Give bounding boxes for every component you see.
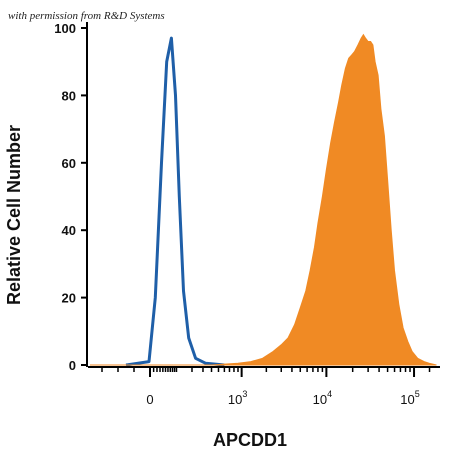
plot-area — [90, 33, 437, 367]
x-tick-label: 0 — [146, 392, 153, 407]
y-tick-label: 80 — [62, 88, 76, 103]
y-tick-label: 20 — [62, 291, 76, 306]
y-tick-label: 60 — [62, 156, 76, 171]
x-tick-label: 103 — [228, 389, 247, 407]
x-axis: 0 103 104 105 — [101, 367, 431, 407]
y-axis-title: Relative Cell Number — [4, 125, 24, 305]
x-tick-label: 104 — [313, 389, 332, 407]
y-tick-label: 40 — [62, 223, 76, 238]
series-outline-histogram — [125, 36, 225, 367]
series-filled-histogram — [90, 33, 437, 366]
y-tick-label: 100 — [54, 21, 76, 36]
y-tick-label: 0 — [69, 358, 76, 373]
y-axis: 0 20 40 60 80 100 — [54, 21, 87, 373]
x-tick-label: 105 — [400, 389, 419, 407]
watermark: with permission from R&D Systems — [8, 10, 165, 22]
x-axis-title: APCDD1 — [213, 430, 287, 450]
